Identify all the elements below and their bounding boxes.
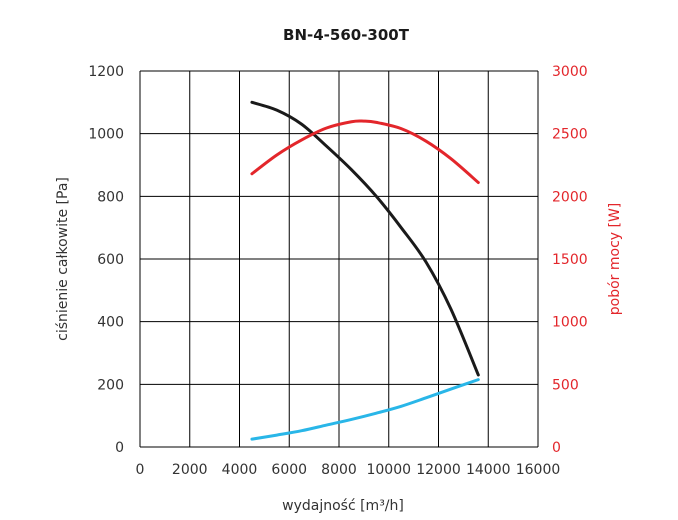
x-tick-label: 14000 [466,462,511,478]
pressure-curve [250,100,480,377]
y2-tick-label: 1500 [552,252,588,268]
x-tick-label: 12000 [416,462,461,478]
x-tick-label: 8000 [321,462,357,478]
y-tick-label: 400 [97,315,124,331]
x-tick-label: 2000 [172,462,208,478]
y-tick-label: 1000 [88,127,124,143]
chart-title: BN-4-560-300T [283,26,410,44]
x-tick-label: 10000 [366,462,411,478]
y-tick-label: 800 [97,189,124,205]
x-axis-label: wydajność [m³/h] [282,498,404,514]
y2-axis-label: pobór mocy [W] [607,203,623,316]
y2-tick-label: 2000 [552,189,588,205]
grid [139,70,539,448]
series-layer [250,100,480,441]
ticks: 0 2000 4000 6000 8000 10000 12000 14000 16000020… [88,64,587,478]
y-tick-label: 600 [97,252,124,268]
x-tick-label: 4000 [222,462,258,478]
x-tick-label: 16000 [516,462,561,478]
power-curve [250,119,480,185]
y2-tick-label: 500 [552,377,579,393]
efficiency-curve [250,378,480,441]
y2-tick-label: 0 [552,440,561,456]
x-tick-label: 6000 [271,462,307,478]
y2-tick-label: 3000 [552,64,588,80]
y2-tick-label: 2500 [552,127,588,143]
y-tick-label: 1200 [88,64,124,80]
y2-tick-label: 1000 [552,315,588,331]
x-tick-label: 0 [136,462,145,478]
y-axis-label: ciśnienie całkowite [Pa] [55,177,71,341]
y-tick-label: 200 [97,377,124,393]
y-tick-label: 0 [115,440,124,456]
